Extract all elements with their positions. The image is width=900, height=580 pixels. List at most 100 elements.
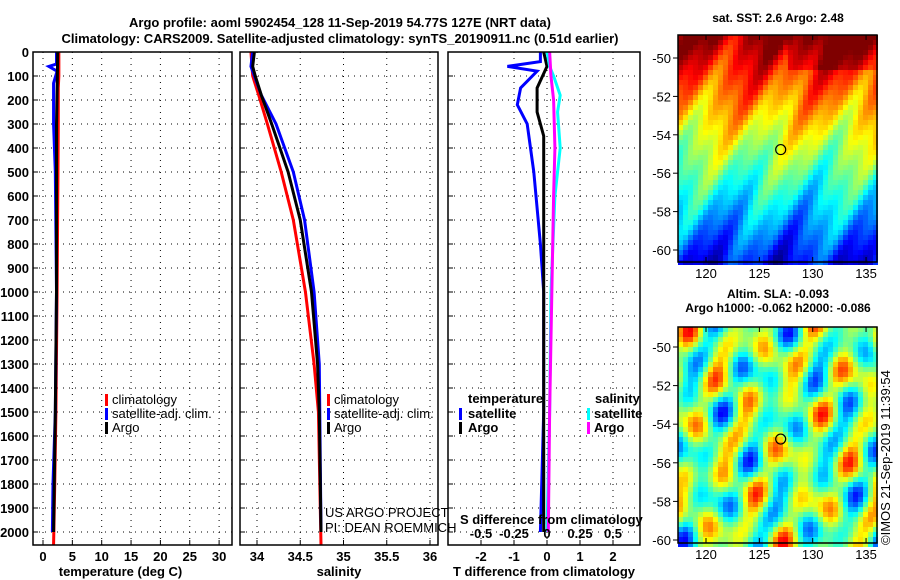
map-cell	[708, 110, 713, 115]
map-cell	[838, 522, 843, 527]
map-cell	[683, 522, 688, 527]
map-cell	[838, 467, 843, 472]
map-cell	[693, 382, 698, 387]
map-cell	[788, 205, 793, 210]
map-cell	[833, 502, 838, 507]
map-cell	[798, 372, 803, 377]
map-cell	[703, 180, 708, 185]
map-cell	[678, 517, 683, 522]
map-cell	[758, 407, 763, 412]
map-cell	[788, 447, 793, 452]
map-cell	[808, 220, 813, 225]
map-cell	[748, 332, 753, 337]
map-cell	[738, 45, 743, 50]
map-cell	[843, 75, 848, 80]
map-cell	[758, 332, 763, 337]
map-cell	[703, 347, 708, 352]
map-cell	[718, 517, 723, 522]
map-cell	[813, 392, 818, 397]
map-cell	[738, 120, 743, 125]
map-cell	[683, 347, 688, 352]
map-cell	[708, 532, 713, 537]
map-cell	[778, 482, 783, 487]
map-cell	[753, 342, 758, 347]
map-cell	[698, 407, 703, 412]
map-cell	[788, 372, 793, 377]
plot-frame	[447, 51, 641, 546]
map-cell	[833, 190, 838, 195]
map-cell	[813, 537, 818, 542]
map-cell	[868, 402, 873, 407]
map-cell	[818, 75, 823, 80]
map-cell	[858, 522, 863, 527]
map-cell	[803, 90, 808, 95]
map-cell	[818, 457, 823, 462]
map-cell	[683, 215, 688, 220]
map-cell	[818, 482, 823, 487]
map-cell	[843, 477, 848, 482]
map-cell	[718, 75, 723, 80]
map-cell	[753, 432, 758, 437]
map-cell	[703, 527, 708, 532]
x-axis-label: T difference from climatology	[453, 564, 636, 579]
map-cell	[843, 492, 848, 497]
map-cell	[843, 95, 848, 100]
map-cell	[718, 235, 723, 240]
map-cell	[848, 482, 853, 487]
map-cell	[873, 442, 878, 447]
map-cell	[788, 537, 793, 542]
map-cell	[868, 85, 873, 90]
map-cell	[803, 447, 808, 452]
map-cell	[833, 185, 838, 190]
map-cell	[693, 75, 698, 80]
map-cell	[728, 170, 733, 175]
map-cell	[703, 442, 708, 447]
map-cell	[793, 145, 798, 150]
map-cell	[808, 517, 813, 522]
map-cell	[693, 40, 698, 45]
map-cell	[823, 382, 828, 387]
map-cell	[783, 427, 788, 432]
map-cell	[863, 427, 868, 432]
map-cell	[723, 60, 728, 65]
map-cell	[733, 90, 738, 95]
map-lat-label: -56	[652, 166, 671, 181]
map-cell	[693, 150, 698, 155]
map-cell	[788, 180, 793, 185]
map-cell	[678, 442, 683, 447]
map-cell	[863, 372, 868, 377]
map-cell	[708, 387, 713, 392]
map-cell	[753, 382, 758, 387]
map-cell	[733, 145, 738, 150]
map-cell	[788, 70, 793, 75]
map-cell	[688, 35, 693, 40]
map-cell	[693, 397, 698, 402]
map-cell	[738, 70, 743, 75]
map-cell	[798, 402, 803, 407]
map-cell	[788, 95, 793, 100]
map-cell	[693, 432, 698, 437]
map-cell	[828, 467, 833, 472]
map-cell	[778, 65, 783, 70]
map-cell	[783, 507, 788, 512]
map-cell	[778, 255, 783, 260]
map-cell	[813, 462, 818, 467]
map-cell	[773, 40, 778, 45]
map-cell	[698, 507, 703, 512]
map-cell	[868, 482, 873, 487]
map-cell	[748, 240, 753, 245]
map-cell	[753, 75, 758, 80]
map-cell	[778, 150, 783, 155]
map-cell	[823, 452, 828, 457]
map-cell	[818, 70, 823, 75]
map-cell	[793, 245, 798, 250]
map-cell	[683, 512, 688, 517]
map-cell	[748, 417, 753, 422]
map-cell	[758, 502, 763, 507]
map-cell	[873, 50, 878, 55]
x-tick-label: 20	[153, 549, 167, 564]
map-cell	[708, 502, 713, 507]
map-cell	[713, 437, 718, 442]
map-cell	[873, 382, 878, 387]
map-cell	[688, 210, 693, 215]
